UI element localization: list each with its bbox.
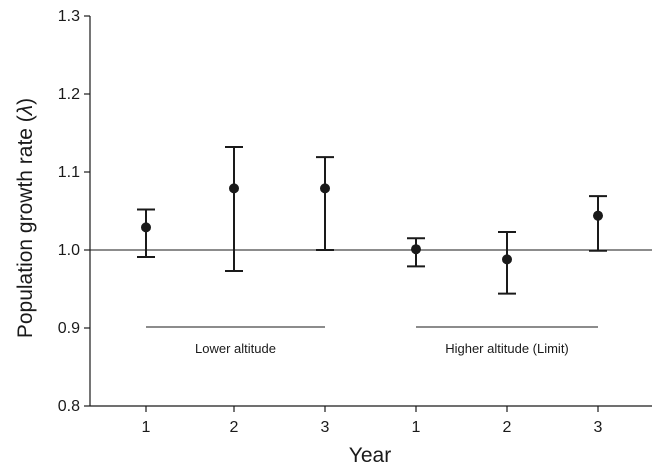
data-points: [141, 183, 603, 265]
x-tick-labels: 1 2 3 1 2 3: [142, 419, 603, 436]
y-axis-title-suffix: ): [14, 98, 37, 105]
y-tick-labels: 0.8 0.9 1.0 1.1 1.2 1.3: [58, 8, 80, 415]
data-point: [411, 244, 421, 255]
y-axis-title: Population growth rate (λ): [14, 98, 37, 338]
y-tick-label: 1.0: [58, 242, 80, 259]
error-bars: [137, 146, 607, 295]
y-tick-label: 1.3: [58, 8, 80, 25]
x-tick-label: 2: [503, 419, 512, 436]
y-tick-label: 0.8: [58, 398, 80, 415]
data-point: [502, 254, 512, 265]
group-labels: Lower altitude Higher altitude (Limit): [146, 326, 598, 356]
data-point: [229, 183, 239, 194]
axes: [84, 15, 652, 412]
data-point: [320, 183, 330, 194]
group-label: Higher altitude (Limit): [445, 341, 569, 356]
x-axis-title: Year: [349, 444, 391, 467]
data-point: [593, 210, 603, 221]
y-tick-label: 1.2: [58, 86, 80, 103]
x-tick-label: 3: [594, 419, 603, 436]
x-tick-label: 2: [230, 419, 239, 436]
y-tick-label: 1.1: [58, 164, 80, 181]
x-tick-label: 1: [142, 419, 151, 436]
data-point: [141, 222, 151, 233]
y-axis-title-symbol: λ: [14, 105, 37, 116]
y-tick-label: 0.9: [58, 320, 80, 337]
x-tick-label: 1: [412, 419, 421, 436]
y-axis-title-prefix: Population growth rate (: [14, 115, 37, 338]
group-label: Lower altitude: [195, 341, 276, 356]
x-tick-label: 3: [321, 419, 330, 436]
